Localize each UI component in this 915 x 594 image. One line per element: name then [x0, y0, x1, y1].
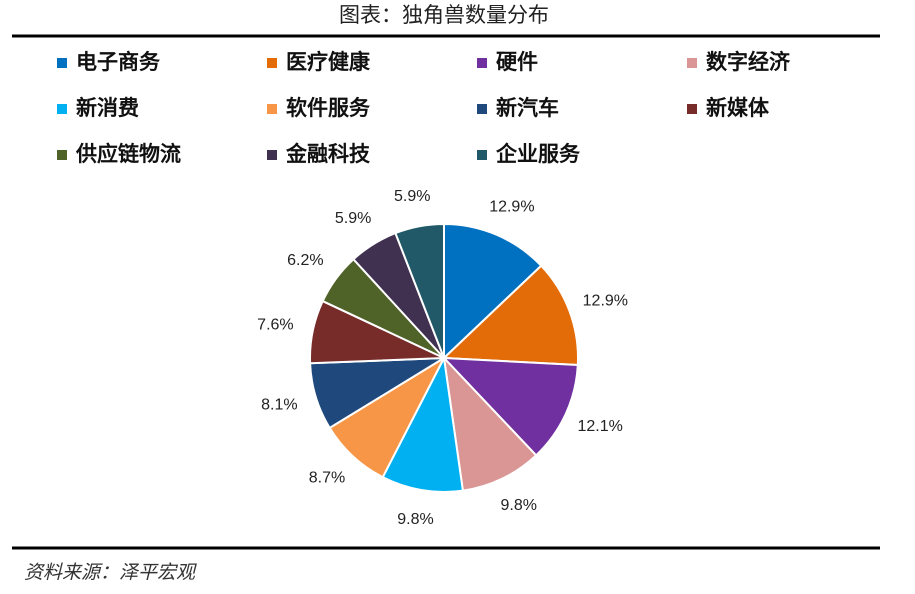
legend-label: 医疗健康 — [286, 50, 371, 74]
legend-label: 软件服务 — [286, 96, 371, 120]
pie-slice — [394, 222, 445, 359]
pie-slice — [381, 354, 465, 493]
data-label: 5.9% — [394, 188, 430, 205]
legend-swatch — [267, 58, 277, 68]
pie-slice — [441, 356, 579, 457]
data-label: 12.9% — [583, 292, 628, 309]
legend-label: 数字经济 — [706, 50, 791, 74]
data-label: 8.1% — [261, 397, 297, 414]
legend-swatch — [477, 58, 487, 68]
legend-label: 金融科技 — [285, 142, 371, 166]
pie-slice — [442, 355, 538, 492]
legend-label: 新消费 — [76, 96, 139, 120]
legend-swatch — [477, 104, 487, 114]
legend-label: 企业服务 — [495, 142, 581, 166]
data-label: 7.6% — [257, 317, 293, 334]
legend-label: 新媒体 — [706, 96, 770, 120]
source-note: 资料来源：泽平宏观 — [24, 562, 197, 584]
legend-swatch — [687, 104, 697, 114]
data-label: 12.1% — [577, 418, 622, 435]
data-label: 6.2% — [287, 252, 323, 269]
legend-swatch — [57, 104, 67, 114]
legend-swatch — [57, 150, 67, 160]
pie-slice — [443, 222, 543, 361]
legend-label: 硬件 — [496, 50, 538, 74]
legend-swatch — [477, 150, 487, 160]
data-label: 12.9% — [489, 199, 534, 216]
chart-title: 图表：独角兽数量分布 — [339, 3, 549, 27]
data-label: 8.7% — [309, 469, 345, 486]
legend-label: 新汽车 — [496, 96, 559, 120]
data-label: 9.8% — [397, 511, 433, 528]
data-label: 9.8% — [501, 497, 537, 514]
data-label: 5.9% — [335, 210, 371, 227]
legend-swatch — [267, 104, 277, 114]
pie-slice — [441, 264, 579, 367]
legend-label: 供应链物流 — [75, 142, 181, 166]
legend-swatch — [687, 58, 697, 68]
legend-swatch — [267, 150, 277, 160]
legend-label: 电子商务 — [76, 50, 161, 74]
legend-swatch — [57, 58, 67, 68]
